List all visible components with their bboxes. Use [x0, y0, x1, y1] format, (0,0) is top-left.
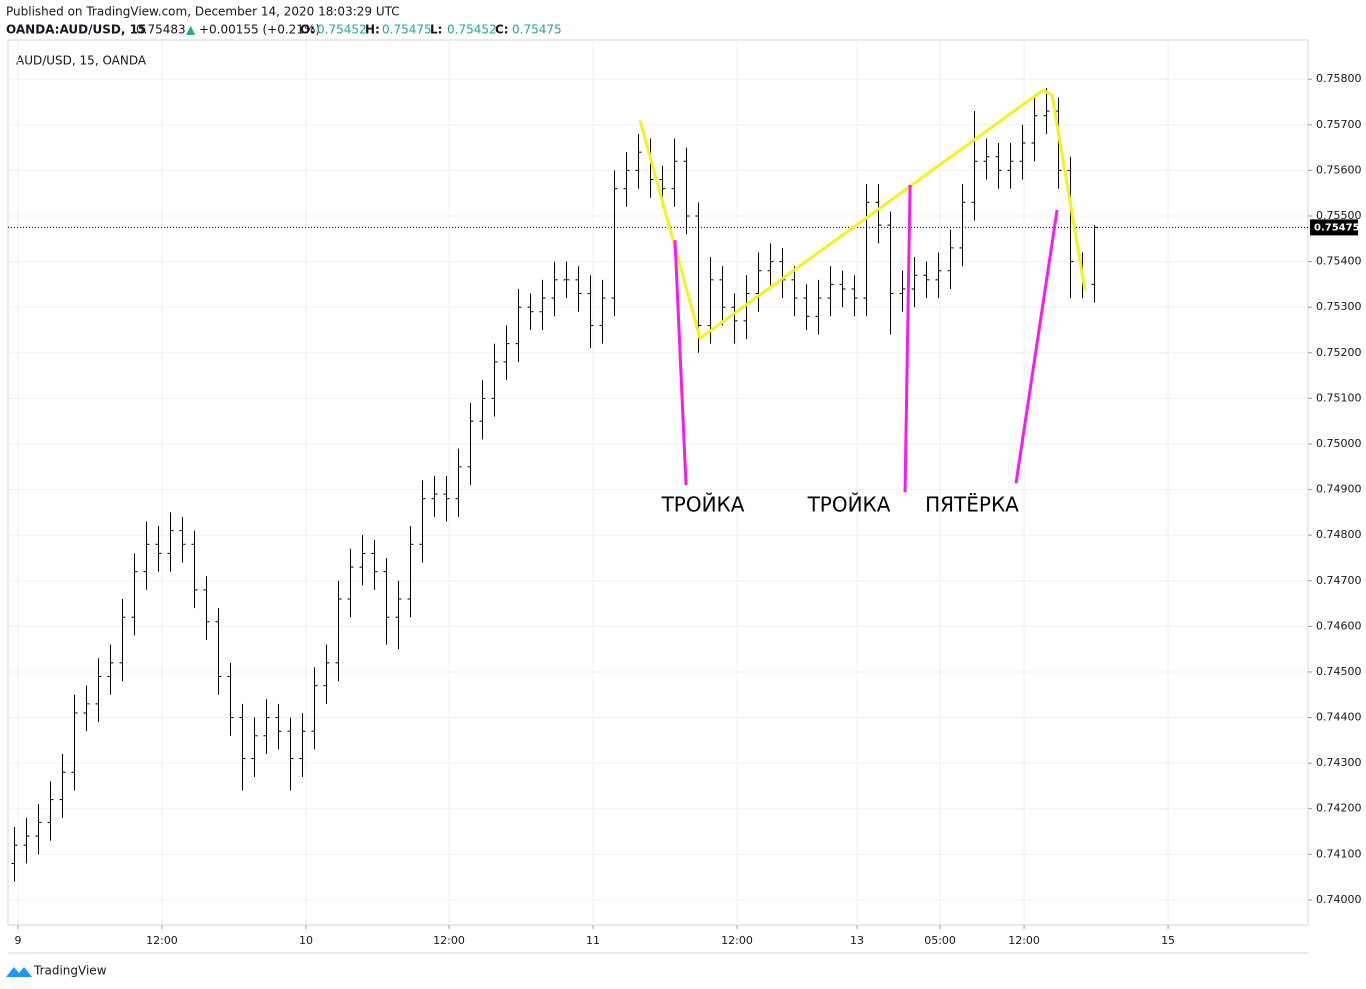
y-tick-label: 0.74800 — [1316, 528, 1362, 541]
y-tick-label: 0.74600 — [1316, 619, 1362, 632]
y-tick-label: 0.74200 — [1316, 802, 1362, 815]
ohlc-value: 0.75475 — [382, 23, 432, 37]
last-price-label: 0.75475 — [1314, 222, 1360, 233]
y-tick-label: 0.75300 — [1316, 300, 1362, 313]
ohlc-label: L: — [430, 23, 442, 37]
ohlc-value: 0.75452 — [317, 23, 367, 37]
annotation: ПЯТЁРКА — [925, 493, 1019, 517]
y-tick-label: 0.74400 — [1316, 711, 1362, 724]
trend-drawing — [903, 184, 912, 493]
y-tick-label: 0.75400 — [1316, 255, 1362, 268]
ohlc-label: O: — [300, 23, 315, 37]
y-tick-label: 0.75500 — [1316, 209, 1362, 222]
x-tick-label: 12:00 — [1008, 934, 1040, 947]
ohlc-label: C: — [495, 23, 509, 37]
y-tick-label: 0.74500 — [1316, 665, 1362, 678]
annotation: ТРОЙКА — [661, 493, 745, 517]
y-tick-label: 0.74900 — [1316, 483, 1362, 496]
y-tick-label: 0.74700 — [1316, 574, 1362, 587]
ohlc-value: 0.75475 — [512, 23, 562, 37]
x-tick-label: 13 — [850, 934, 864, 947]
y-tick-label: 0.75000 — [1316, 437, 1362, 450]
plot-frame — [7, 39, 1309, 926]
ohlc-value: 0.75452 — [447, 23, 497, 37]
x-tick-label: 12:00 — [721, 934, 753, 947]
ohlc-header: OANDA:AUD/USD, 15 0.75483 ▲ +0.00155 (+0… — [6, 23, 320, 37]
legend: AUD/USD, 15, OANDA — [16, 54, 147, 68]
x-tick-label: 9 — [14, 934, 21, 947]
price: 0.75483 — [136, 23, 186, 37]
y-tick-label: 0.75100 — [1316, 391, 1362, 404]
y-tick-label: 0.74300 — [1316, 756, 1362, 769]
footer-brand: TradingView — [33, 964, 107, 978]
trend-drawing — [1014, 209, 1059, 484]
change: +0.00155 (+0.21%) — [199, 23, 320, 37]
x-tick-label: 12:00 — [146, 934, 178, 947]
y-tick-label: 0.75600 — [1316, 163, 1362, 176]
trend-drawing — [638, 88, 1087, 341]
y-tick-label: 0.74100 — [1316, 847, 1362, 860]
footer-logo: TradingView — [6, 964, 107, 978]
trend-drawing — [673, 240, 688, 486]
x-tick-label: 12:00 — [433, 934, 465, 947]
annotation: ТРОЙКА — [807, 493, 891, 517]
x-tick-label: 05:00 — [924, 934, 956, 947]
last-price-box — [1310, 219, 1358, 236]
ohlc-label: H: — [365, 23, 380, 37]
y-tick-label: 0.75200 — [1316, 346, 1362, 359]
y-tick-label: 0.75700 — [1316, 118, 1362, 131]
x-tick-label: 10 — [299, 934, 313, 947]
y-tick-label: 0.75800 — [1316, 72, 1362, 85]
y-tick-label: 0.74000 — [1316, 893, 1362, 906]
x-tick-label: 11 — [586, 934, 600, 947]
published: Published on TradingView.com, December 1… — [6, 5, 400, 19]
symbol: OANDA:AUD/USD, 15 — [6, 23, 146, 37]
x-tick-label: 15 — [1161, 934, 1175, 947]
arrow: ▲ — [186, 23, 196, 37]
